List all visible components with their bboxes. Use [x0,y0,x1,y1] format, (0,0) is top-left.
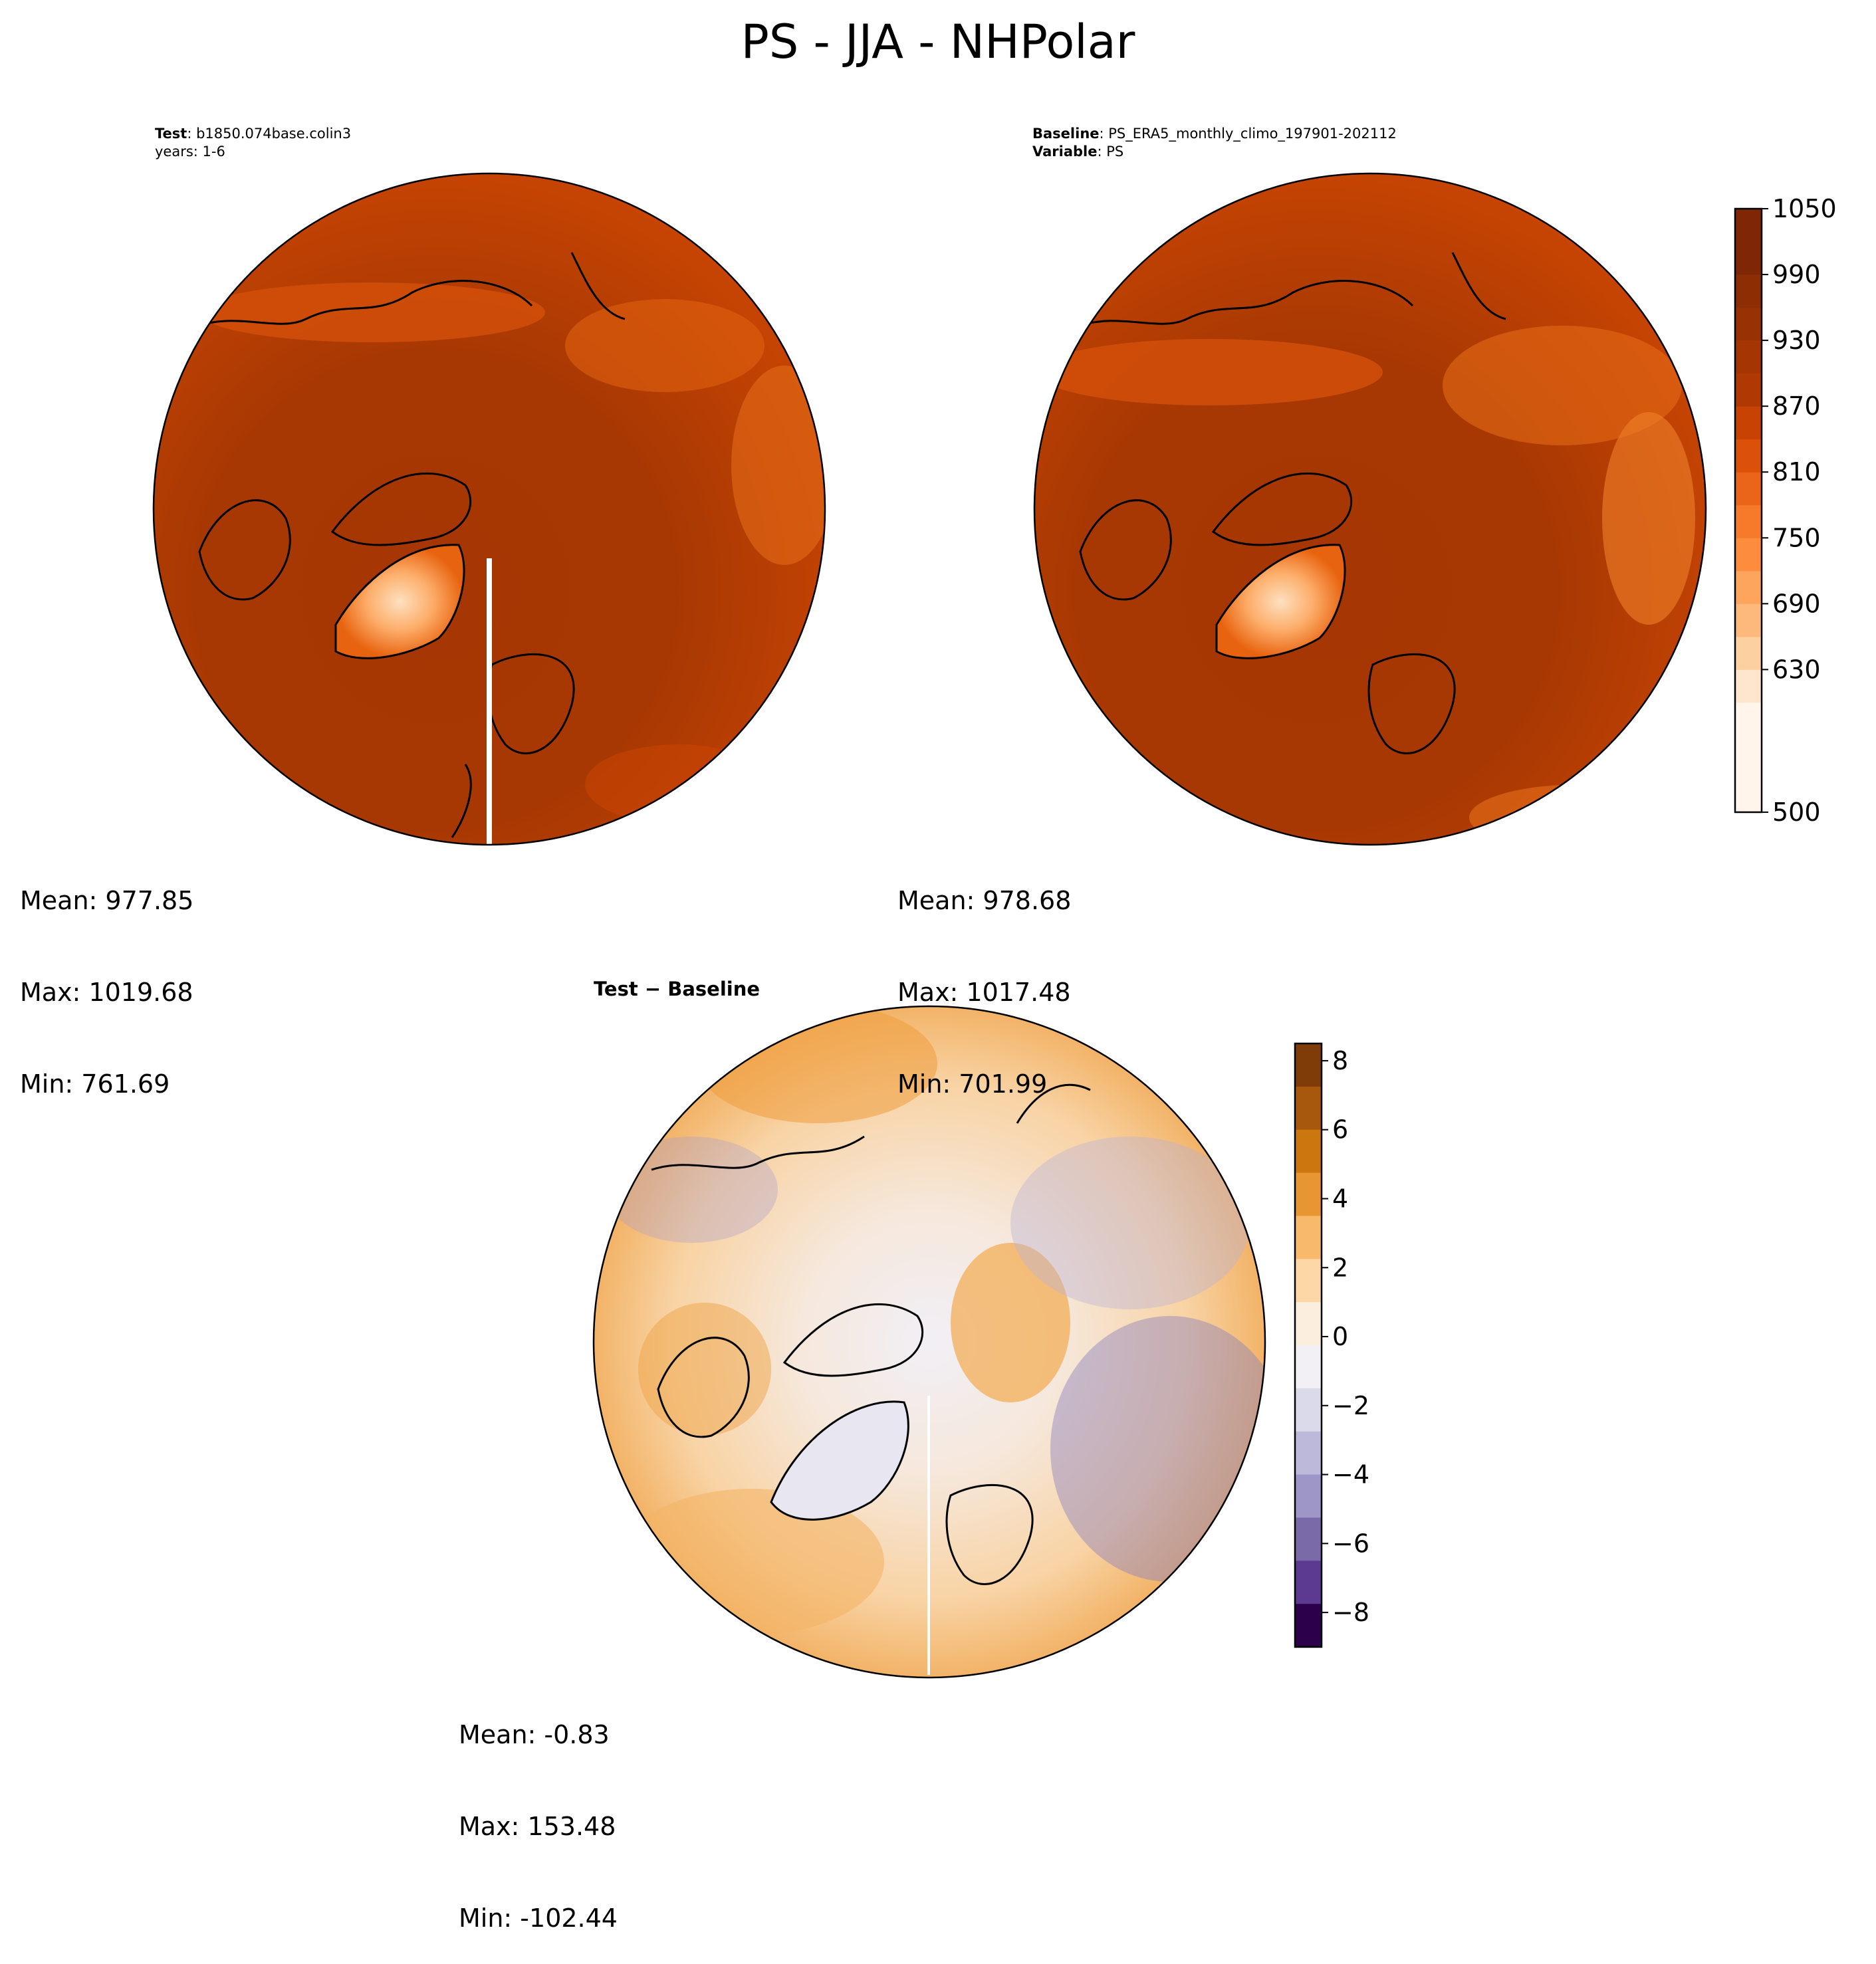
difference-colorbar-tick-label: −8 [1332,1598,1369,1627]
difference-colorbar-segment [1295,1604,1322,1648]
difference-colorbar-segment [1295,1345,1322,1389]
difference-colorbar-segment [1295,1086,1322,1131]
difference-colorbar-tick-label: −6 [1332,1529,1369,1558]
main-colorbar-segment [1735,669,1762,703]
difference-colorbar-tick-label: 2 [1332,1253,1348,1282]
figure-canvas: 1050 990 930 870 810 750 690 630 500 8 6 4 2 0 −2 −4 −6… [152,172,1837,1679]
difference-colorbar-tick-label: −2 [1332,1391,1369,1420]
difference-colorbar-tick-label: −4 [1332,1460,1369,1489]
main-colorbar-segment [1735,406,1762,440]
difference-colorbar-tick-label: 6 [1332,1115,1348,1145]
main-colorbar-segment [1735,439,1762,473]
test-map-features [198,252,825,845]
main-colorbar-tick-label: 930 [1772,326,1821,355]
difference-colorbar-segment [1295,1216,1322,1259]
difference-colorbar-segment [1295,1431,1322,1475]
difference-colorbar: 8 6 4 2 0 −2 −4 −6 −8 [1294,1042,1369,1648]
main-colorbar-segment [1735,538,1762,572]
difference-colorbar-tick-label: 4 [1332,1184,1348,1213]
main-colorbar-segment [1735,307,1762,341]
test-stat-max: Max: 1019.68 [20,978,193,1007]
main-colorbar-segment [1735,504,1762,538]
difference-colorbar-frame [1294,1042,1323,1648]
test-greenland [336,544,465,659]
main-colorbar-tick-label: 870 [1772,391,1821,421]
baseline-variable-key: Variable [1032,144,1098,160]
difference-title: Test − Baseline [594,978,761,1000]
difference-colorbar-segment [1295,1129,1322,1174]
test-map-border [152,172,826,846]
main-colorbar-segment [1735,340,1762,374]
main-colorbar-tick-label: 690 [1772,589,1821,618]
test-header-line-2: years: 1-6 [155,144,225,160]
difference-seam [927,1396,930,1675]
difference-colorbar-segment [1295,1388,1322,1432]
main-colorbar: 1050 990 930 870 810 750 690 630 500 [1734,194,1837,827]
difference-map-border [592,1005,1266,1679]
main-colorbar-segment [1735,702,1762,813]
difference-colorbar-tick-label: 8 [1332,1046,1348,1075]
main-colorbar-segment [1735,274,1762,308]
test-map [152,172,826,846]
baseline-header-line-1: Baseline: PS_ERA5_monthly_climo_197901-2… [1032,125,1397,143]
difference-colorbar-segment [1295,1474,1322,1518]
difference-colorbar-segment [1295,1172,1322,1216]
baseline-stat-max: Max: 1017.48 [897,978,1071,1007]
difference-colorbar-segment [1295,1259,1322,1303]
baseline-greenland [1217,544,1346,659]
test-header-value: : b1850.074base.colin3 [187,126,352,142]
difference-colorbar-segment [1295,1517,1322,1561]
difference-stats: Mean: -0.83 Max: 153.48 Min: -102.44 [459,1658,618,1964]
main-colorbar-tick-label: 500 [1772,798,1821,827]
difference-stat-mean: Mean: -0.83 [459,1720,610,1749]
main-colorbar-segment [1735,570,1762,604]
main-colorbar-frame [1734,207,1763,814]
main-colorbar-segment [1735,472,1762,506]
main-colorbar-tick-label: 1050 [1772,194,1837,223]
test-header-line-1: Test: b1850.074base.colin3 [155,125,351,143]
baseline-stat-min: Min: 701.99 [897,1069,1048,1099]
test-header-key: Test [155,126,187,142]
main-colorbar-segment [1735,373,1762,407]
main-colorbar-tick-label: 630 [1772,655,1821,684]
difference-stat-max: Max: 153.48 [459,1812,616,1841]
baseline-map-border [1033,172,1707,846]
baseline-stats: Mean: 978.68 Max: 1017.48 Min: 701.99 [897,824,1071,1130]
main-colorbar-segment [1735,209,1762,275]
test-stat-mean: Mean: 977.85 [20,886,194,915]
difference-colorbar-tick-label: 0 [1332,1322,1348,1351]
difference-colorbar-segment [1295,1302,1322,1346]
baseline-header-line-2: Variable: PS [1032,143,1123,161]
main-colorbar-tick-label: 750 [1772,523,1821,552]
baseline-map [1033,172,1707,846]
main-colorbar-segment [1735,603,1762,637]
baseline-header-key: Baseline [1032,126,1100,142]
test-stats: Mean: 977.85 Max: 1019.68 Min: 761.69 [20,824,193,1130]
main-colorbar-segment [1735,636,1762,670]
baseline-variable-value: : PS [1097,144,1124,160]
main-colorbar-tick-label: 810 [1772,457,1821,487]
difference-stat-min: Min: -102.44 [459,1904,618,1933]
difference-colorbar-segment [1295,1043,1322,1087]
main-colorbar-tick-label: 990 [1772,260,1821,289]
figure-title: PS - JJA - NHPolar [741,15,1135,69]
baseline-header-value: : PS_ERA5_monthly_climo_197901-202112 [1099,126,1397,142]
baseline-stat-mean: Mean: 978.68 [897,886,1072,915]
test-stat-min: Min: 761.69 [20,1069,170,1099]
difference-colorbar-segment [1295,1561,1322,1604]
test-seam [487,558,492,845]
